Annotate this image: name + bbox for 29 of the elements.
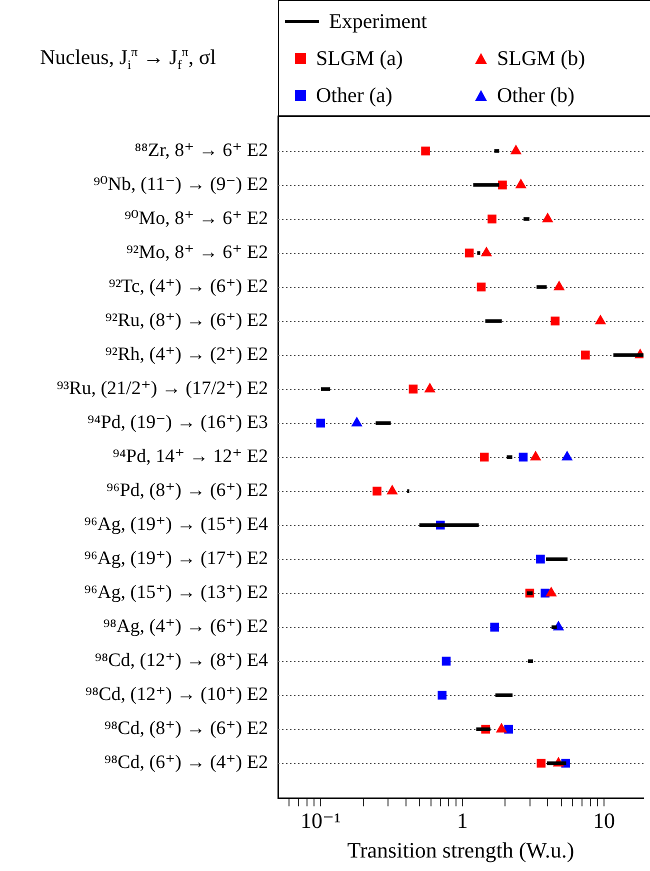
y-axis-title: Nucleus, J$_{i}$$^{π}$ → J$_{f}$$^{π}$, σl — [40, 44, 216, 74]
y-tick-label: ⁹⁰Nb, (11⁻) → (9⁻) E2 — [94, 174, 268, 195]
y-tick-label: ⁹⁶Ag, (15⁺) → (13⁺) E2 — [84, 582, 268, 604]
y-tick-label: ⁸⁸Zr, 8⁺ → 6⁺ E2 — [134, 140, 268, 161]
y-tick-label: ⁹⁴Pd, 14⁺ → 12⁺ E2 — [112, 446, 268, 468]
legend-label: SLGM (b) — [497, 46, 586, 71]
y-tick-label: ⁹⁸Ag, (4⁺) → (6⁺) E2 — [103, 616, 268, 638]
y-tick-label: ⁹⁸Cd, (12⁺) → (8⁺) E4 — [94, 650, 268, 672]
y-tick-label: ⁹²Mo, 8⁺ → 6⁺ E2 — [126, 242, 268, 263]
y-tick-label: ⁹⁸Cd, (12⁺) → (10⁺) E2 — [85, 684, 268, 706]
y-tick-label: ⁹²Rh, (4⁺) → (2⁺) E2 — [105, 344, 268, 366]
legend-label: Other (a) — [316, 83, 392, 108]
y-tick-label: ⁹⁰Mo, 8⁺ → 6⁺ E2 — [124, 208, 268, 229]
legend-label: SLGM (a) — [316, 46, 403, 71]
y-tick-label: ⁹⁶Ag, (19⁺) → (15⁺) E4 — [84, 514, 268, 536]
y-tick-label: ⁹⁶Pd, (8⁺) → (6⁺) E2 — [106, 480, 268, 502]
y-tick-label: ⁹⁸Cd, (6⁺) → (4⁺) E2 — [104, 752, 268, 774]
y-tick-label: ⁹⁶Ag, (19⁺) → (17⁺) E2 — [84, 548, 268, 570]
x-tick-label: 1 — [456, 808, 468, 834]
y-tick-label: ⁹⁸Cd, (8⁺) → (6⁺) E2 — [104, 718, 268, 740]
y-tick-label: ⁹²Ru, (8⁺) → (6⁺) E2 — [105, 310, 268, 332]
y-tick-label: ⁹³Ru, (21/2⁺) → (17/2⁺) E2 — [56, 378, 268, 400]
x-tick-label: 10 — [593, 808, 616, 834]
x-axis-title: Transition strength (W.u.) — [347, 838, 574, 863]
y-tick-label: ⁹⁴Pd, (19⁻) → (16⁺) E3 — [87, 412, 268, 434]
legend-label: Experiment — [329, 9, 427, 34]
legend-label: Other (b) — [497, 83, 575, 108]
x-tick-label: 10⁻¹ — [300, 808, 341, 834]
y-tick-label: ⁹²Tc, (4⁺) → (6⁺) E2 — [108, 276, 268, 298]
